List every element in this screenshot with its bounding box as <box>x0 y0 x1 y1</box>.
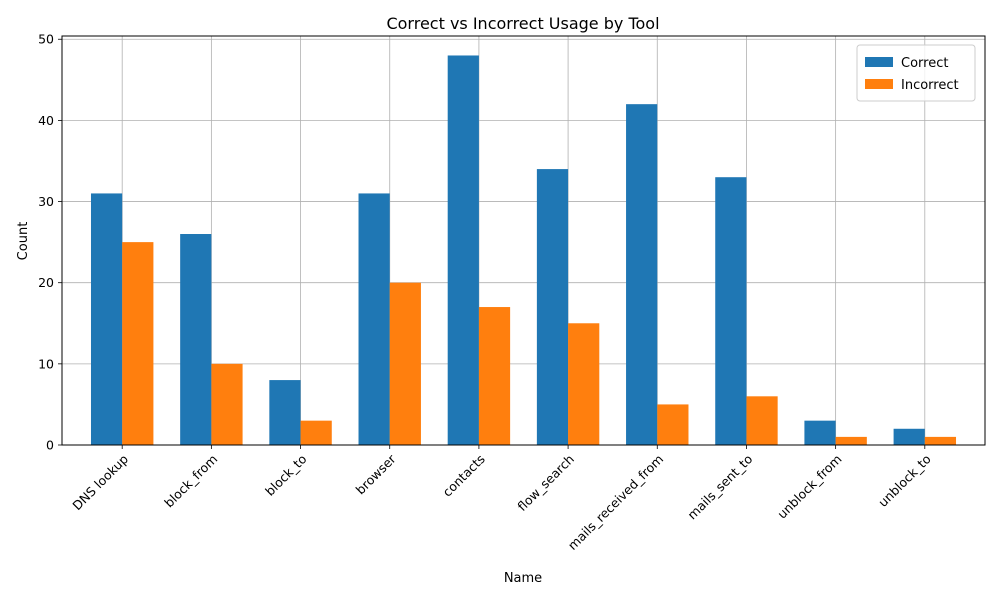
y-axis-label: Count <box>16 222 31 261</box>
bar-correct-contacts <box>447 55 479 445</box>
bar-incorrect-unblock_to <box>924 436 957 445</box>
bar-incorrect-mails_received_from <box>657 404 689 445</box>
bar-incorrect-unblock_from <box>835 436 867 445</box>
legend-label-correct: Correct <box>901 56 948 71</box>
y-tick-label: 50 <box>38 32 54 47</box>
plot-frame <box>61 35 986 446</box>
bar-correct-dns-lookup <box>90 193 123 445</box>
y-tick-label: 40 <box>38 113 54 128</box>
bar-correct-unblock_from <box>804 420 836 445</box>
bar-correct-mails_sent_to <box>715 177 747 445</box>
legend-swatch-incorrect <box>865 79 893 89</box>
bar-incorrect-browser <box>389 282 421 445</box>
y-tick-label: 0 <box>46 438 54 453</box>
bar-correct-browser <box>358 193 390 445</box>
legend: Correct Incorrect <box>856 44 976 102</box>
bar-correct-block_from <box>180 234 212 445</box>
axes <box>61 35 986 446</box>
bar-incorrect-dns-lookup <box>122 242 154 445</box>
bar-correct-block_to <box>269 380 301 445</box>
bars <box>90 55 957 446</box>
y-tick-label: 20 <box>38 275 54 290</box>
bar-incorrect-contacts <box>478 307 511 445</box>
bar-correct-mails_received_from <box>626 104 658 446</box>
x-axis-label: Name <box>504 571 542 586</box>
bar-incorrect-block_from <box>211 363 243 445</box>
bar-incorrect-block_to <box>300 420 332 445</box>
chart-title: Correct vs Incorrect Usage by Tool <box>386 14 659 33</box>
bar-correct-flow_search <box>536 169 569 446</box>
y-tick-label: 10 <box>38 356 54 371</box>
legend-swatch-correct <box>865 57 893 67</box>
bar-incorrect-mails_sent_to <box>746 396 778 445</box>
legend-label-incorrect: Incorrect <box>901 78 959 93</box>
bar-correct-unblock_to <box>893 428 925 445</box>
bar-incorrect-flow_search <box>568 323 600 445</box>
y-tick-label: 30 <box>38 194 54 209</box>
